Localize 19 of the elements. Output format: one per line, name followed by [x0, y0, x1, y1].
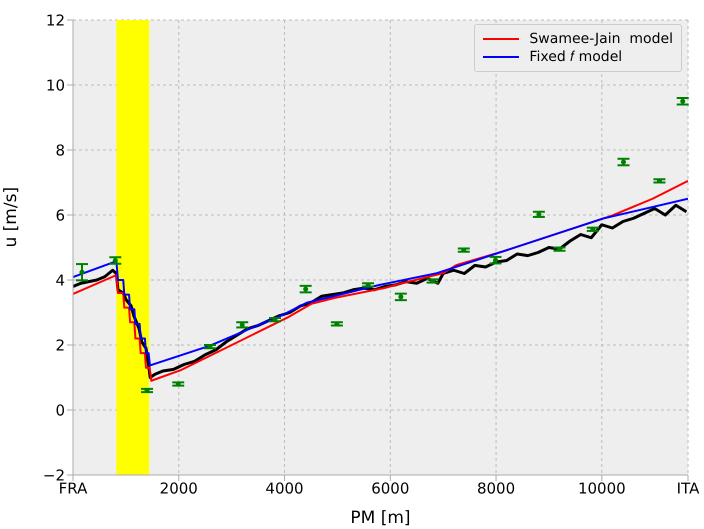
legend-label: Swamee-Jain model — [529, 31, 673, 47]
y-tick-label: 0 — [55, 401, 65, 420]
y-axis-title: u [m/s] — [1, 186, 22, 248]
x-tick-label: 10000 — [578, 480, 626, 498]
y-tick-label: 12 — [46, 11, 65, 30]
y-tick-label: 4 — [55, 271, 65, 290]
x-tick-label: 6000 — [371, 480, 410, 498]
y-tick-label: 10 — [46, 76, 65, 94]
x-tick-label: 4000 — [265, 480, 304, 498]
y-tick-label: 6 — [55, 206, 65, 224]
x-tick-label: 2000 — [160, 480, 198, 498]
x-tick-label: 8000 — [476, 480, 516, 498]
y-tick-label: 8 — [55, 141, 65, 160]
x-tick-label: ITA — [676, 480, 700, 498]
x-tick-label: FRA — [58, 480, 88, 498]
legend-label: Fixed 𝑓 model — [529, 49, 622, 65]
x-axis-title: PM [m] — [350, 508, 411, 528]
y-tick-label: 2 — [55, 336, 65, 354]
point — [79, 270, 84, 275]
